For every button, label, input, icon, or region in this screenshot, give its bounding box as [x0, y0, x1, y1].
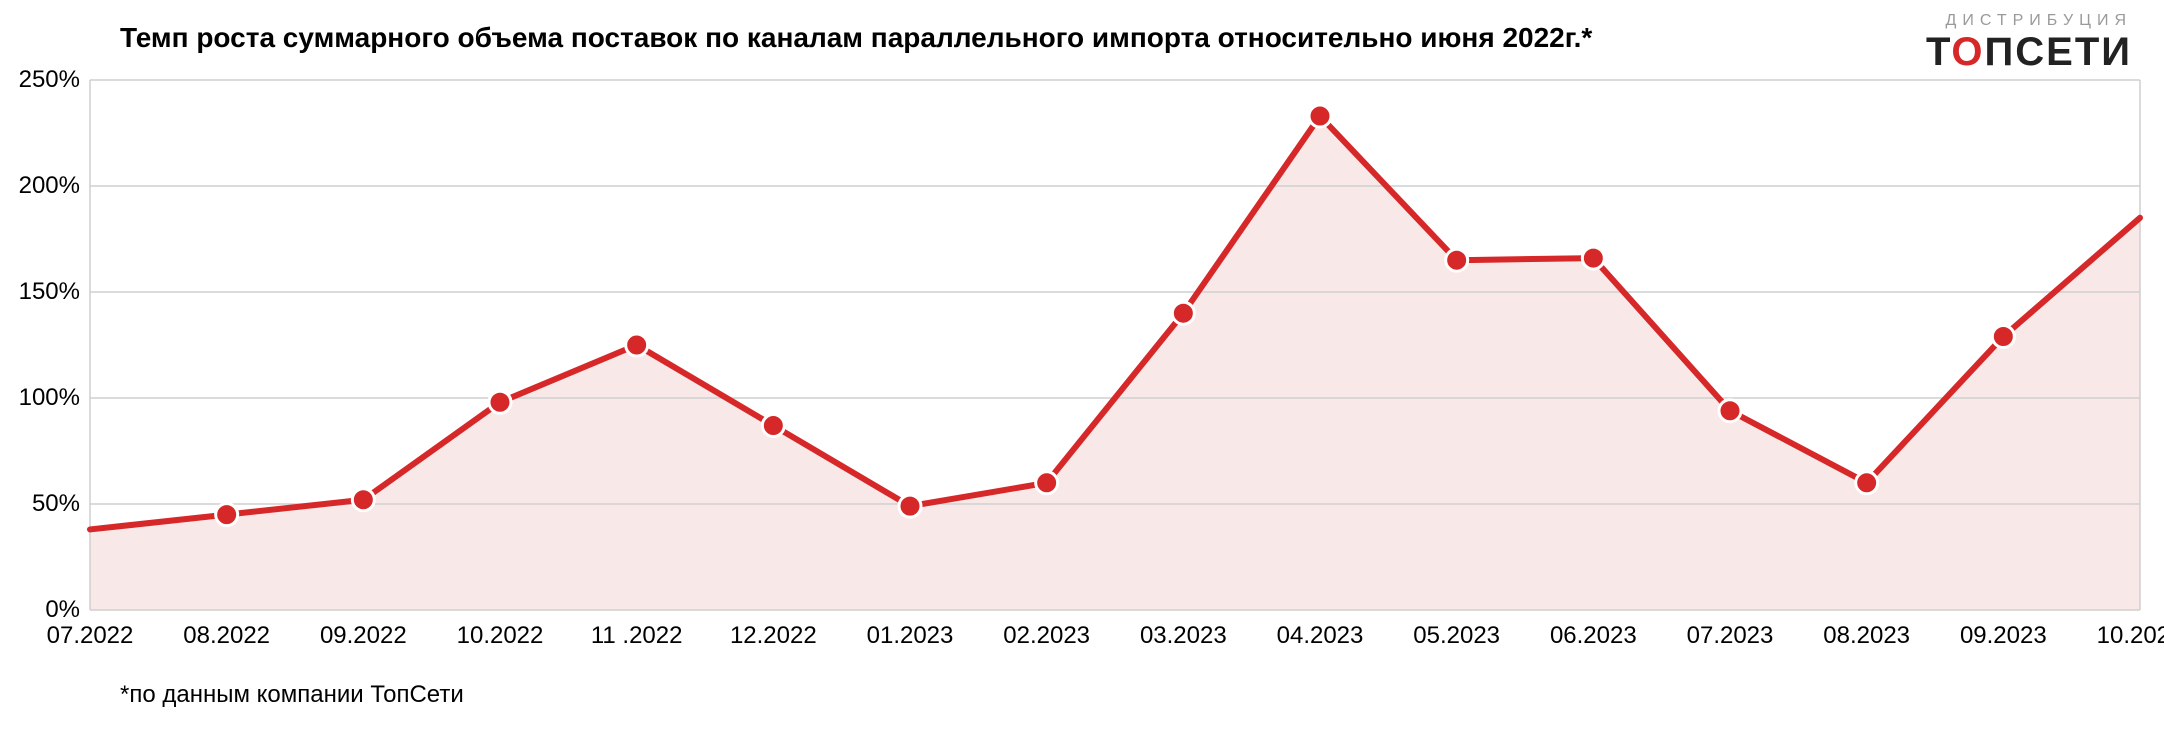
marker [216, 504, 238, 526]
x-axis-label: 05.2023 [1413, 622, 1500, 650]
x-axis-label: 06.2023 [1550, 622, 1637, 650]
x-axis-label: 03.2023 [1140, 622, 1227, 650]
y-axis-label: 100% [19, 384, 80, 412]
marker [1856, 472, 1878, 494]
y-axis-label: 0% [45, 596, 80, 624]
marker [489, 391, 511, 413]
y-axis-label: 200% [19, 172, 80, 200]
x-axis-label: 09.2023 [1960, 622, 2047, 650]
chart-footnote: *по данным компании ТопСети [120, 681, 464, 709]
x-axis-label: 11 .2022 [591, 622, 683, 650]
chart-svg [0, 0, 2164, 729]
marker [1992, 326, 2014, 348]
marker [1719, 400, 1741, 422]
marker [762, 415, 784, 437]
y-axis-label: 250% [19, 66, 80, 94]
marker [1582, 247, 1604, 269]
marker [899, 495, 921, 517]
x-axis-label: 09.2022 [320, 622, 407, 650]
x-axis-label: 08.2023 [1823, 622, 1910, 650]
marker [1309, 105, 1331, 127]
area-fill [90, 116, 2140, 610]
marker [1446, 249, 1468, 271]
y-axis-label: 50% [32, 490, 80, 518]
marker [626, 334, 648, 356]
x-axis-label: 07.2023 [1687, 622, 1774, 650]
x-axis-label: 01.2023 [867, 622, 954, 650]
x-axis-label: 08.2022 [183, 622, 270, 650]
marker [352, 489, 374, 511]
y-axis-label: 150% [19, 278, 80, 306]
x-axis-label: 10.2022 [457, 622, 544, 650]
x-axis-label: 04.2023 [1277, 622, 1364, 650]
marker [1036, 472, 1058, 494]
x-axis-label: 10.2023 [2097, 622, 2164, 650]
chart-container: Темп роста суммарного объема поставок по… [0, 0, 2164, 729]
x-axis-label: 07.2022 [47, 622, 134, 650]
x-axis-label: 12.2022 [730, 622, 817, 650]
x-axis-label: 02.2023 [1003, 622, 1090, 650]
marker [1172, 302, 1194, 324]
